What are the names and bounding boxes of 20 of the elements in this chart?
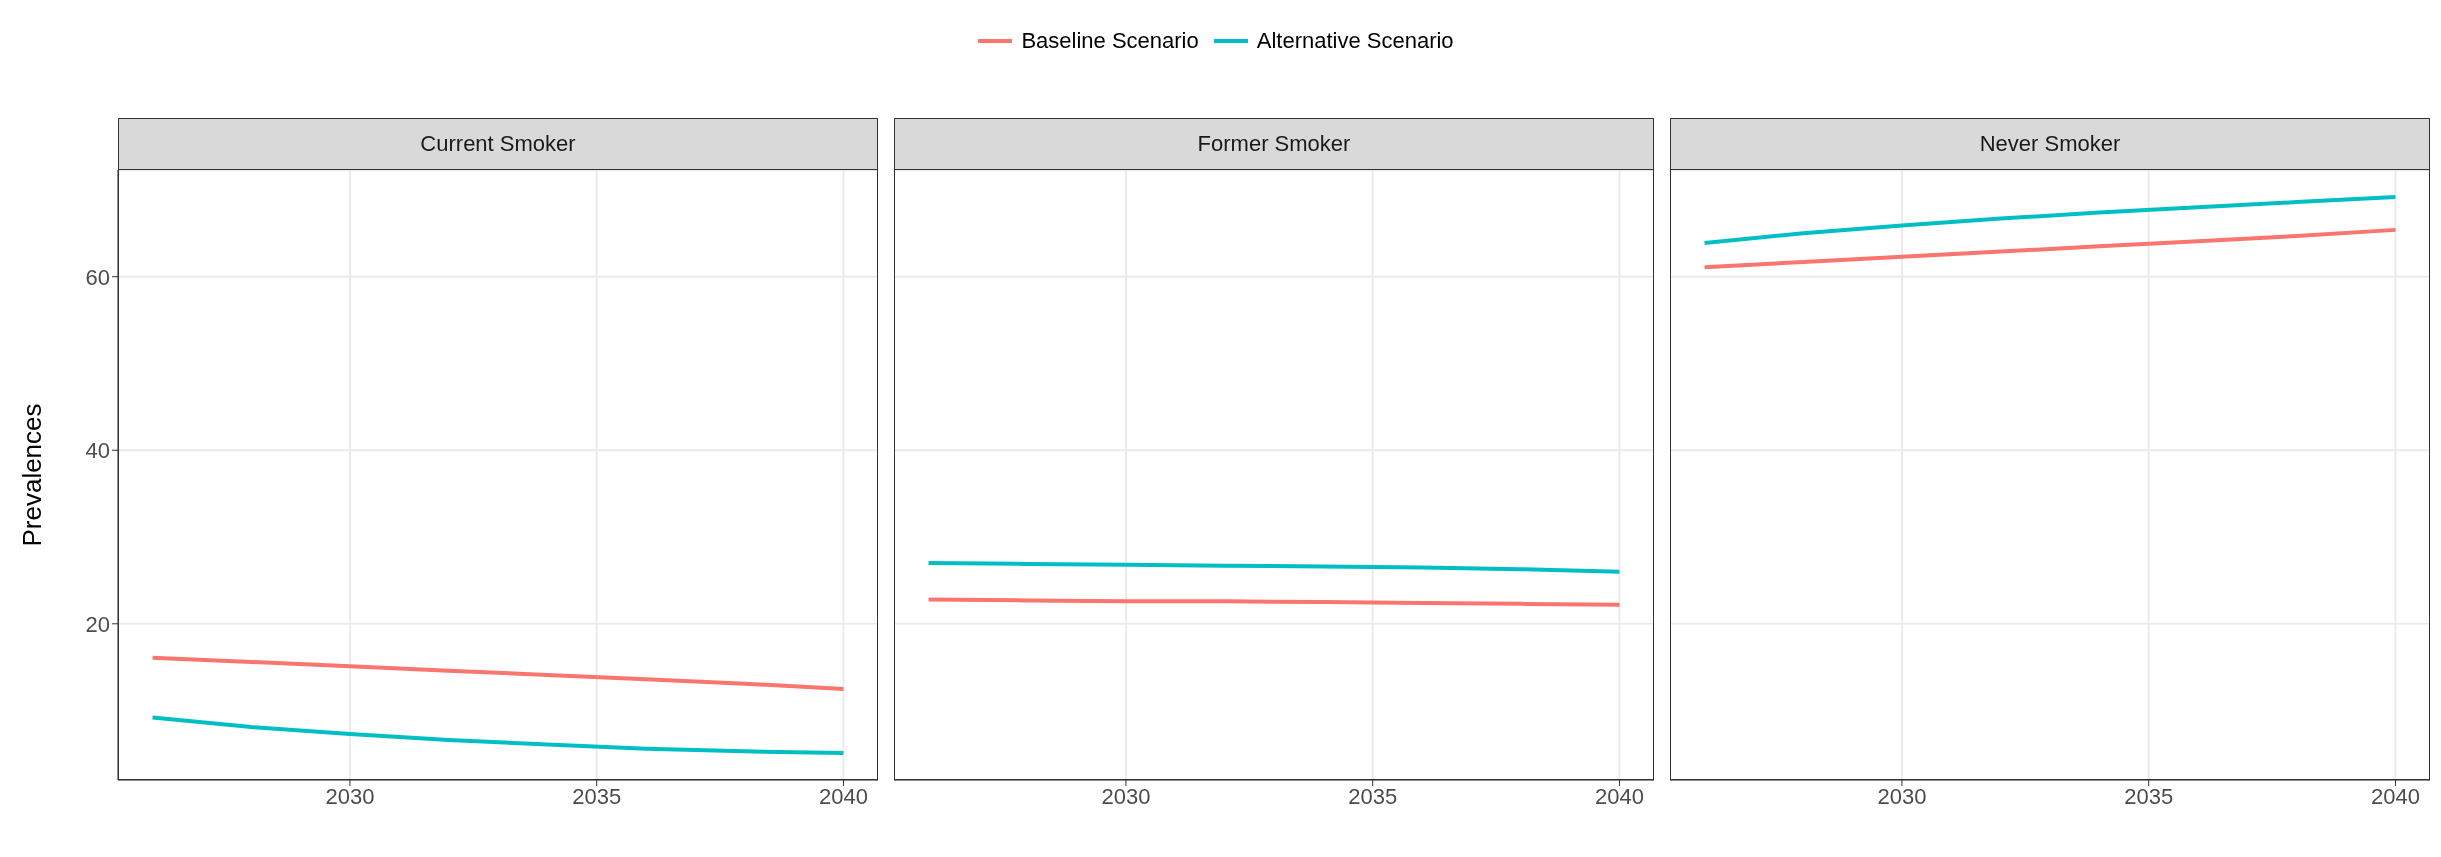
x-tick-label: 2035 xyxy=(1348,783,1398,809)
legend-label: Baseline Scenario xyxy=(1021,28,1199,54)
legend-label: Alternative Scenario xyxy=(1256,28,1454,54)
x-tick-label: 2030 xyxy=(325,783,375,809)
line-series xyxy=(150,715,846,756)
chart-title: Never Smoker xyxy=(1670,118,2430,170)
x-tick-label: 2040 xyxy=(1594,783,1644,809)
y-tick-label: 40 xyxy=(85,438,110,464)
x-tick-label: 2030 xyxy=(1877,783,1927,809)
x-tick-label: 2030 xyxy=(1101,783,1151,809)
x-tick-label: 2035 xyxy=(572,783,622,809)
y-tick-label: 60 xyxy=(85,264,110,290)
x-tick-label: 2035 xyxy=(2124,783,2174,809)
y-tick-label: 20 xyxy=(85,611,110,637)
chart-title: Current Smoker xyxy=(118,118,878,170)
x-tick-label: 2040 xyxy=(818,783,868,809)
chart-title: Former Smoker xyxy=(894,118,1654,170)
x-tick-label: 2040 xyxy=(2370,783,2420,809)
y-axis-title: Prevalences xyxy=(17,403,48,547)
line-series xyxy=(150,655,846,691)
